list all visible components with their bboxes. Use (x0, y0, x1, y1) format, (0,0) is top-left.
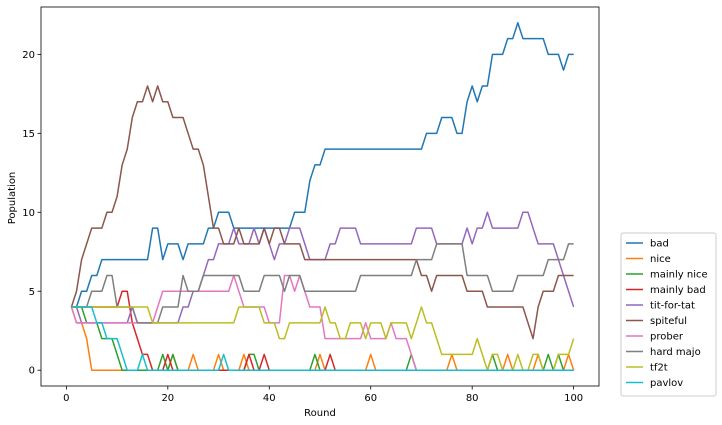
legend-label: mainly bad (650, 285, 706, 296)
series-line-pavlov (71, 306, 574, 371)
x-tick-label: 100 (564, 393, 583, 404)
y-tick-label: 15 (22, 129, 35, 140)
legend-label: bad (650, 239, 669, 250)
series-line-tit-for-tat (71, 211, 575, 324)
x-tick-label: 0 (63, 393, 69, 404)
x-tick-label: 20 (161, 393, 174, 404)
x-tick-label: 60 (364, 393, 377, 404)
series-line-spiteful (70, 85, 574, 340)
legend: bad nice mainly nice mainly bad tit-for-tat s… (620, 232, 717, 397)
legend-label: hard majo (650, 347, 701, 358)
y-axis-label: Population (7, 172, 18, 225)
legend-label: tit-for-tat (650, 301, 695, 312)
y-tick-label: 20 (22, 50, 35, 61)
legend-frame (620, 232, 717, 397)
axes: 0 20 40 60 80 100 0 5 10 15 20 (22, 6, 600, 404)
plot-frame (40, 6, 600, 387)
series-line-bad (71, 22, 574, 308)
x-axis-label: Round (304, 408, 336, 419)
legend-label: nice (650, 254, 671, 265)
legend-label: prober (650, 332, 684, 343)
series-line-hard-majo (71, 243, 574, 324)
legend-label: mainly nice (650, 270, 708, 281)
y-tick-label: 10 (22, 208, 35, 219)
x-tick-label: 80 (466, 393, 479, 404)
y-tick-label: 5 (29, 287, 35, 298)
plot-area (70, 22, 575, 371)
legend-label: tf2t (650, 363, 668, 374)
legend-label: spiteful (650, 316, 687, 327)
y-tick-label: 0 (29, 366, 35, 377)
x-tick-label: 40 (263, 393, 276, 404)
legend-label: pavlov (650, 378, 683, 389)
